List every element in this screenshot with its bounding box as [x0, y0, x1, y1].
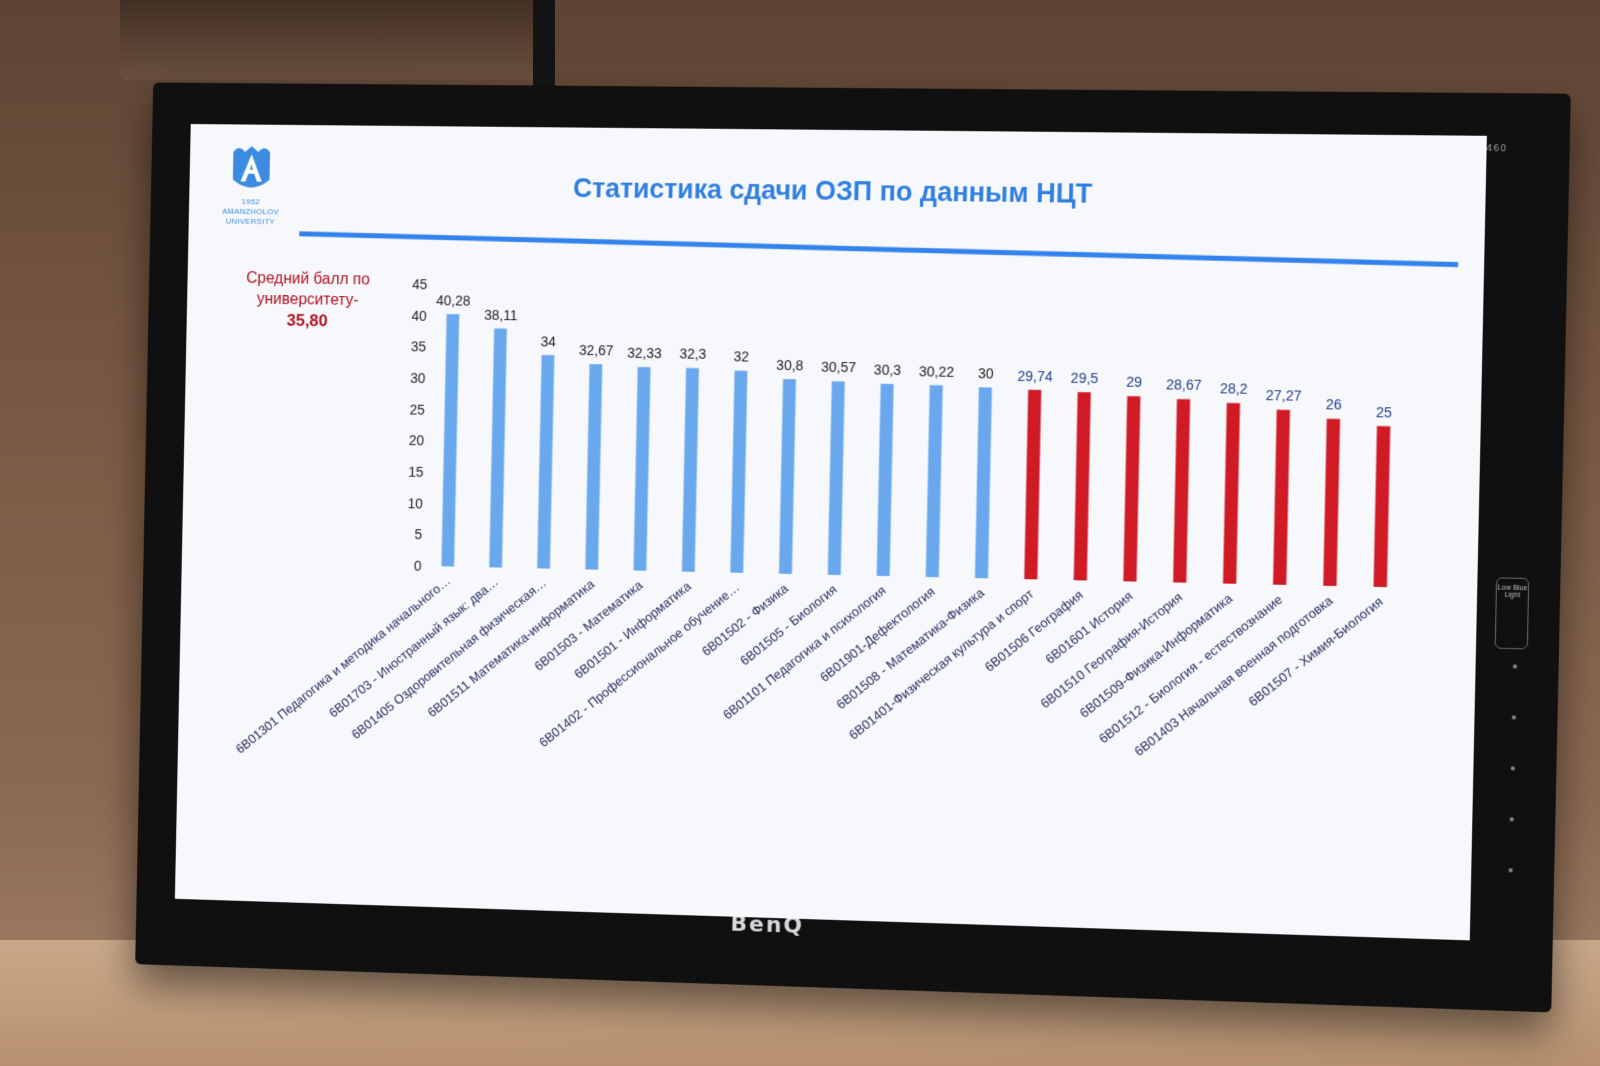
y-tick-label: 20 [409, 432, 425, 448]
y-tick-label: 30 [410, 370, 426, 386]
power-button[interactable] [1509, 868, 1513, 872]
bar [779, 379, 796, 574]
data-label: 30 [978, 365, 994, 382]
y-tick-label: 40 [411, 307, 427, 323]
category-label: 6B01405 Оздоровительная физическая… [348, 575, 549, 742]
category-label: 6B01502 - Физика [699, 580, 792, 659]
data-label: 38,11 [484, 306, 518, 323]
bar [828, 381, 845, 575]
y-tick-label: 0 [414, 558, 422, 574]
data-label: 25 [1376, 404, 1393, 421]
category-label: 6B01401-Физическая культура и спорт [846, 586, 1037, 743]
data-label: 34 [540, 333, 556, 349]
slide-screen: 1952 AMANZHOLOV UNIVERSITY Статистика сд… [175, 124, 1487, 940]
bar-chart: 0 5 10 15 20 25 30 35 40 45 40,28 6B01301 Педагогик… [175, 124, 1487, 940]
category-label: 6B01512 - Биология - естествознание [1096, 591, 1286, 746]
data-label: 30,22 [919, 363, 954, 380]
bar [1024, 390, 1041, 580]
data-label: 30,3 [874, 361, 902, 378]
data-label: 40,28 [436, 292, 471, 308]
data-label: 26 [1326, 396, 1343, 413]
bar [682, 368, 699, 572]
data-label: 29,5 [1071, 370, 1099, 387]
background-table [120, 0, 540, 80]
data-label: 30,8 [776, 357, 804, 374]
bar [489, 328, 507, 567]
monitor-button[interactable] [1512, 715, 1516, 719]
monitor: GL2460 Low Blue Light BenQ 1952 AMANZHOL… [135, 83, 1571, 1013]
bar [1273, 410, 1290, 585]
bar [1223, 403, 1240, 584]
y-tick-label: 15 [408, 464, 424, 480]
monitor-button[interactable] [1513, 664, 1517, 668]
data-label: 29,74 [1017, 367, 1053, 384]
bar [441, 314, 459, 566]
bar [1074, 392, 1091, 580]
data-label: 32 [733, 349, 749, 365]
bar [975, 387, 992, 578]
category-label: 6B01506 География [982, 587, 1086, 675]
data-label: 30,57 [821, 359, 856, 376]
bar [1123, 396, 1140, 581]
data-label: 28,67 [1166, 377, 1202, 394]
bar [926, 385, 943, 577]
data-label: 27,27 [1266, 387, 1302, 404]
data-label: 28,2 [1220, 380, 1248, 397]
y-tick-label: 45 [412, 276, 428, 292]
low-blue-light-badge: Low Blue Light [1495, 577, 1530, 649]
bar [877, 384, 894, 576]
y-tick-label: 25 [409, 401, 425, 417]
y-tick-label: 5 [414, 526, 422, 542]
category-label: 6B01301 Педагогика и методика начального… [233, 573, 453, 757]
bar [633, 367, 650, 571]
y-tick-label: 35 [411, 339, 427, 355]
data-label: 32,3 [679, 346, 707, 363]
bar [537, 355, 554, 569]
y-tick-label: 10 [407, 495, 423, 511]
bar [730, 371, 747, 573]
category-label: 6B01601 История [1042, 588, 1135, 667]
bar [1374, 426, 1391, 587]
bar [1173, 399, 1190, 583]
data-label: 29 [1126, 374, 1142, 391]
data-label: 32,33 [627, 345, 662, 362]
monitor-button[interactable] [1511, 766, 1515, 770]
data-label: 32,67 [579, 342, 614, 359]
bar [1323, 419, 1340, 586]
monitor-button[interactable] [1510, 817, 1514, 821]
bar [585, 364, 602, 570]
